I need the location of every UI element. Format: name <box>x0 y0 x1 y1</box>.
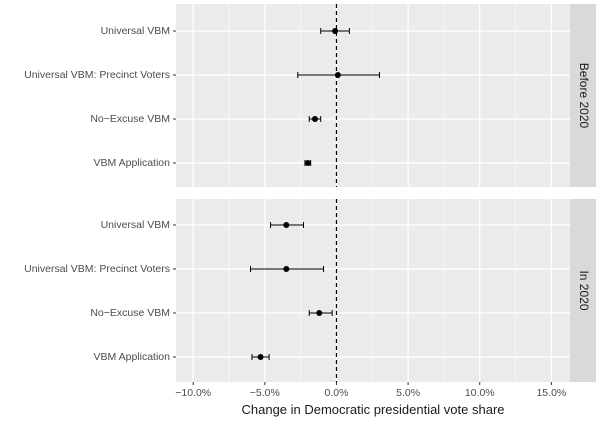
y-label: Universal VBM: Precinct Voters <box>24 263 170 275</box>
facet-strip <box>570 199 596 382</box>
y-label: No−Excuse VBM <box>90 307 170 319</box>
y-label: Universal VBM <box>101 219 170 231</box>
x-tick-label: −10.0% <box>175 387 211 399</box>
panel-1: Before 2020 Universal VBM Universal VBM: P… <box>24 4 596 187</box>
estimate-point <box>257 354 264 360</box>
estimate-point <box>332 28 339 34</box>
y-label: VBM Application <box>94 157 171 169</box>
x-axis-title: Change in Democratic presidential vote s… <box>241 402 504 417</box>
x-tick-label: 15.0% <box>536 387 566 399</box>
facet-strip <box>570 4 596 187</box>
estimate-point <box>283 222 290 228</box>
y-label: Universal VBM: Precinct Voters <box>24 69 170 81</box>
y-label: No−Excuse VBM <box>90 113 170 125</box>
panel-background <box>176 4 570 187</box>
estimate-point <box>283 266 290 272</box>
estimate-point <box>311 116 318 122</box>
x-tick-label: 0.0% <box>324 387 348 399</box>
panel-2: In 2020 Universal VBM Universal VBM: Preci… <box>24 199 596 382</box>
y-label: Universal VBM <box>101 25 170 37</box>
facet-strip-label: In 2020 <box>577 270 591 310</box>
x-tick-label: 10.0% <box>465 387 495 399</box>
panels-layer: Before 2020 Universal VBM Universal VBM: P… <box>24 4 596 382</box>
x-tick-label: 5.0% <box>396 387 420 399</box>
facet-strip-label: Before 2020 <box>577 63 591 129</box>
estimate-point <box>334 72 341 78</box>
x-axis: −10.0% −5.0% 0.0% 5.0% 10.0% 15.0% <box>175 382 566 399</box>
estimate-point <box>304 160 311 166</box>
panel-background <box>176 199 570 382</box>
estimate-point <box>316 310 323 316</box>
x-tick-label: −5.0% <box>250 387 280 399</box>
y-label: VBM Application <box>94 351 171 363</box>
